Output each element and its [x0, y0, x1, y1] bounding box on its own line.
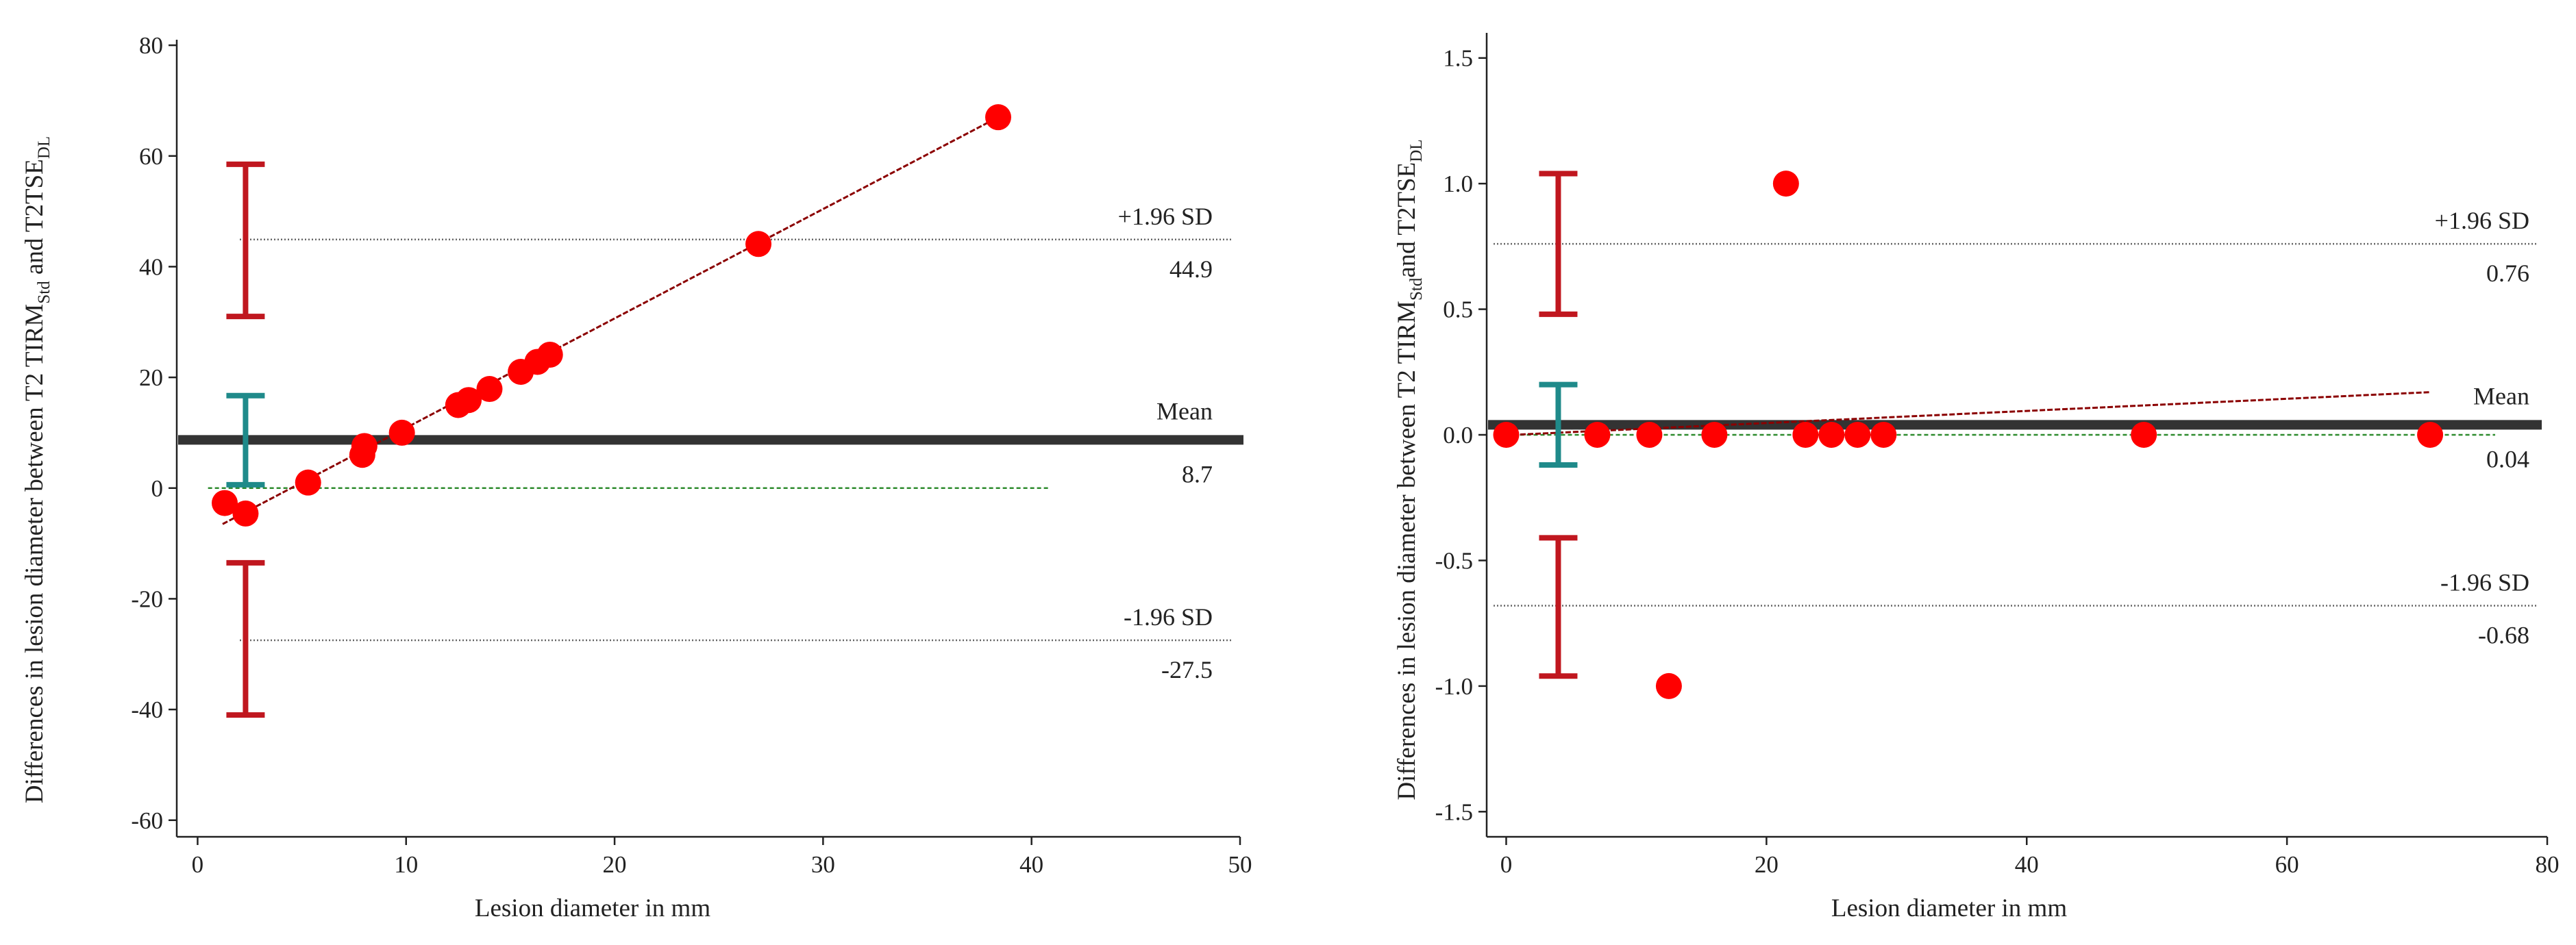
y-tick-label: 0.0: [1443, 422, 1473, 449]
x-axis-title: Lesion diameter in mm: [475, 894, 710, 922]
x-tick-label: 50: [1228, 851, 1252, 878]
data-point: [745, 231, 772, 257]
lower-loa-ci-bar: [226, 559, 265, 718]
data-point: [388, 419, 415, 446]
x-tick-label: 0: [1500, 851, 1513, 878]
data-point: [1636, 422, 1663, 448]
lower-loa-ci-bar: [1539, 535, 1578, 679]
x-tick-label: 40: [1019, 851, 1043, 878]
y-tick-label: 1.5: [1443, 45, 1473, 72]
x-tick-label: 60: [2275, 851, 2299, 878]
data-point: [1818, 422, 1845, 448]
upper-loa-label: +1.96 SD: [1118, 203, 1213, 230]
data-point: [476, 376, 503, 403]
svg-text:Differences in lesion diameter: Differences in lesion diameter between T…: [21, 136, 53, 803]
x-axis-title: Lesion diameter in mm: [1831, 894, 2067, 922]
y-tick-label: -1.0: [1435, 673, 1473, 700]
mean-value-label: 0.04: [2486, 445, 2529, 473]
y-axis-title-sub2: DL: [35, 136, 53, 159]
y-tick-label: 60: [139, 143, 163, 170]
upper-loa-label: +1.96 SD: [2435, 207, 2529, 234]
y-axis-title-sub2: DL: [1407, 139, 1426, 162]
mean-value-label: 8.7: [1182, 460, 1213, 488]
data-point: [232, 500, 259, 527]
upper-loa-ci-bar: [1539, 171, 1578, 317]
y-tick-label: 40: [139, 253, 163, 280]
data-point: [984, 104, 1011, 131]
y-tick-label: 80: [139, 32, 163, 59]
y-axis-title-main: Differences in lesion diameter between T…: [21, 304, 49, 804]
x-tick-label: 30: [811, 851, 835, 878]
data-point: [1870, 422, 1897, 448]
data-point: [536, 341, 563, 368]
y-tick-label: -0.5: [1435, 547, 1473, 574]
lower-loa-value-label: -27.5: [1161, 656, 1213, 683]
svg-text:Differences in lesion diameter: Differences in lesion diameter between T…: [1393, 139, 1426, 800]
x-tick-label: 80: [2536, 851, 2560, 878]
upper-loa-value-label: 0.76: [2486, 260, 2529, 287]
regression-line: [222, 116, 999, 525]
mean-ci-bar: [1539, 381, 1578, 468]
y-tick-label: 20: [139, 364, 163, 391]
y-tick-label: 0.5: [1443, 297, 1473, 323]
data-point: [1493, 422, 1520, 448]
y-tick-label: -40: [131, 696, 163, 723]
data-point: [351, 433, 377, 459]
y-axis-title-mid: and T2TSE: [1393, 162, 1421, 278]
data-point: [1844, 422, 1871, 448]
y-axis-title: Differences in lesion diameter between T…: [1393, 139, 1426, 800]
upper-loa-value-label: 44.9: [1169, 255, 1213, 283]
y-tick-label: -1.5: [1435, 798, 1473, 825]
lower-loa-label: -1.96 SD: [2440, 568, 2529, 596]
upper-loa-ci-bar: [226, 161, 265, 320]
y-axis-title-mid: and T2TSE: [21, 159, 49, 281]
data-point: [1792, 422, 1819, 448]
y-axis-title-main: Differences in lesion diameter between T…: [1393, 301, 1421, 801]
chart-left-svg: Differences in lesion diameter between T…: [21, 32, 1252, 922]
bland-altman-chart-right: Differences in lesion diameter between T…: [1288, 0, 2576, 945]
x-tick-label: 10: [394, 851, 418, 878]
y-axis-title-sub1: Std: [35, 281, 53, 304]
data-point: [211, 490, 238, 516]
data-point: [2131, 422, 2157, 448]
data-point: [2417, 422, 2444, 448]
y-axis-title: Differences in lesion diameter between T…: [21, 136, 53, 803]
bland-altman-chart-left: Differences in lesion diameter between T…: [21, 32, 1252, 922]
lower-loa-value-label: -0.68: [2478, 621, 2529, 648]
y-tick-label: -20: [131, 585, 163, 612]
data-point: [456, 387, 482, 414]
y-tick-label: 1.0: [1443, 171, 1473, 197]
lower-loa-label: -1.96 SD: [1124, 603, 1213, 631]
data-point: [1655, 672, 1682, 699]
data-point: [1772, 171, 1799, 197]
data-point: [295, 469, 321, 496]
mean-label: Mean: [2473, 382, 2529, 410]
y-tick-label: -60: [131, 807, 163, 834]
mean-ci-bar: [226, 392, 265, 488]
x-tick-label: 0: [192, 851, 204, 878]
y-axis-title-sub1: Std: [1407, 277, 1426, 301]
x-tick-label: 40: [2015, 851, 2039, 878]
y-tick-label: 0: [151, 475, 164, 502]
mean-label: Mean: [1156, 397, 1213, 425]
x-tick-label: 20: [1755, 851, 1779, 878]
data-point: [1701, 422, 1728, 448]
x-tick-label: 20: [603, 851, 627, 878]
data-point: [1584, 422, 1611, 448]
regression-line: [1512, 391, 2431, 436]
chart-right-svg: Differences in lesion diameter between T…: [1393, 33, 2560, 922]
